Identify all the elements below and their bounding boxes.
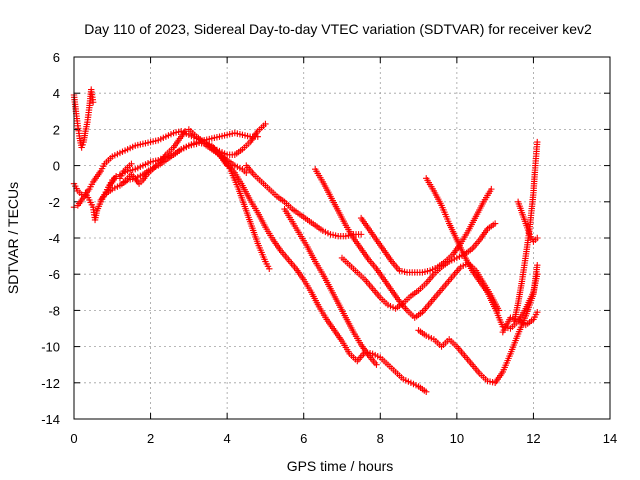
data-point (357, 231, 365, 238)
x-tick-label: 4 (224, 431, 231, 446)
y-tick-label: -2 (48, 195, 60, 210)
data-point (89, 99, 97, 106)
y-tick-label: -6 (48, 267, 60, 282)
data-points (70, 86, 541, 396)
x-tick-label: 10 (450, 431, 464, 446)
x-axis-label: GPS time / hours (287, 458, 394, 474)
data-point-interp (79, 141, 86, 148)
data-point (266, 265, 273, 272)
data-point (112, 173, 120, 180)
y-axis-label: SDTVAR / TECUs (5, 182, 21, 294)
series-pass-1 (70, 86, 97, 151)
data-point (534, 261, 541, 269)
x-tick-label: 0 (70, 431, 77, 446)
data-point (534, 234, 541, 242)
data-point (491, 220, 499, 227)
series-pass-9 (208, 144, 430, 396)
series-pass-10 (281, 205, 380, 368)
x-tick-label: 8 (377, 431, 384, 446)
data-point (243, 169, 250, 177)
x-tick-label: 12 (526, 431, 540, 446)
y-tick-label: 2 (53, 122, 60, 137)
data-point (181, 128, 189, 135)
data-point (262, 120, 269, 128)
data-point (534, 309, 541, 316)
y-tick-label: -10 (41, 340, 60, 355)
series-pass-15 (423, 175, 541, 332)
series-pass-8 (243, 162, 365, 240)
y-tick-label: 6 (53, 50, 60, 65)
series-pass-6 (120, 120, 269, 187)
x-tick-label: 2 (147, 431, 154, 446)
plot-frame (73, 56, 611, 420)
y-tick-label: -8 (48, 303, 60, 318)
axis-ticks: 0 2 4 6 8 10 12 14 -14 -12 -10 -8 -6 -4 -2 0 2 4 6 (41, 50, 617, 446)
x-tick-label: 14 (603, 431, 617, 446)
y-tick-label: -14 (41, 412, 60, 427)
y-tick-label: 0 (53, 159, 60, 174)
data-point (423, 388, 430, 396)
y-tick-label: 4 (53, 86, 60, 101)
data-point (534, 271, 541, 278)
data-point (373, 361, 380, 368)
data-point (534, 138, 541, 146)
y-tick-label: -4 (48, 231, 60, 246)
y-tick-label: -12 (41, 376, 60, 391)
x-tick-label: 6 (300, 431, 307, 446)
data-point (488, 185, 495, 193)
chart-title: Day 110 of 2023, Sidereal Day-to-day VTE… (84, 21, 592, 37)
data-point (78, 144, 85, 151)
series-pass-16 (514, 198, 541, 245)
series-pass-18 (499, 309, 541, 336)
data-point (128, 160, 135, 167)
series-pass-12 (357, 185, 495, 276)
